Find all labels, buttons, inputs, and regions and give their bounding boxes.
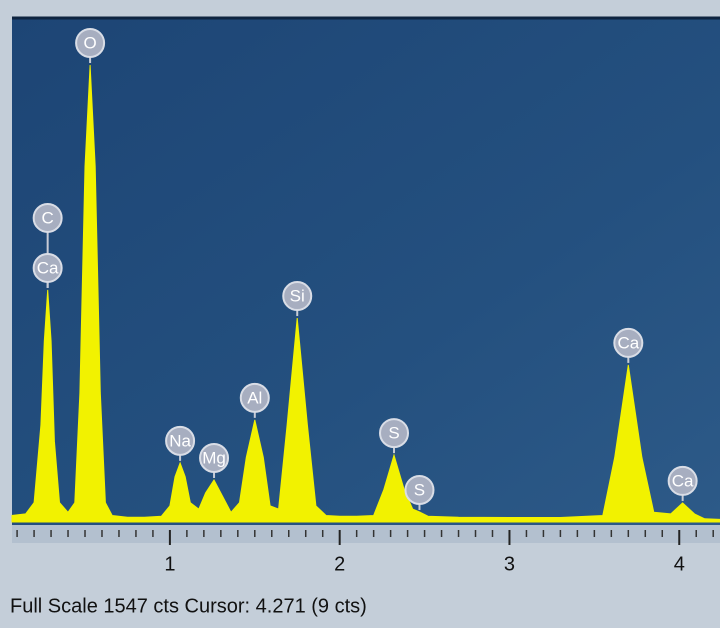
peak-label: Ca — [37, 258, 59, 277]
peak-label: Ca — [617, 333, 639, 352]
x-tick-label: 1 — [164, 553, 175, 575]
peak-label-badge — [165, 425, 196, 456]
peak-label: Al — [247, 388, 262, 407]
peak-label-badge — [32, 252, 63, 283]
peak-label: O — [83, 33, 96, 52]
peak-label-badge — [667, 465, 698, 496]
peak-label-badge — [379, 418, 410, 449]
peak-label-badge — [613, 327, 644, 358]
peak-label-badge — [282, 281, 313, 312]
axis-strip — [12, 525, 720, 543]
peak-label: Na — [169, 431, 191, 450]
peak-label: Ca — [672, 471, 694, 490]
peak-label: C — [42, 208, 54, 227]
peak-label: Si — [290, 287, 305, 306]
peak-label: Mg — [202, 448, 226, 467]
peak-label: S — [388, 424, 399, 443]
plot-area — [12, 18, 720, 525]
peak-label: S — [414, 480, 425, 499]
x-tick-label: 2 — [334, 553, 345, 575]
peak-label-badge — [75, 27, 106, 58]
spectrum-area — [11, 64, 720, 523]
status-text: Full Scale 1547 cts Cursor: 4.271 (9 cts… — [10, 595, 367, 617]
x-tick-label: 3 — [504, 553, 515, 575]
peak-label-badge — [404, 474, 435, 505]
peak-label-badge — [239, 382, 270, 413]
peak-label-badge — [32, 202, 63, 233]
x-tick-label: 4 — [674, 553, 685, 575]
peak-label-badge — [199, 442, 230, 473]
